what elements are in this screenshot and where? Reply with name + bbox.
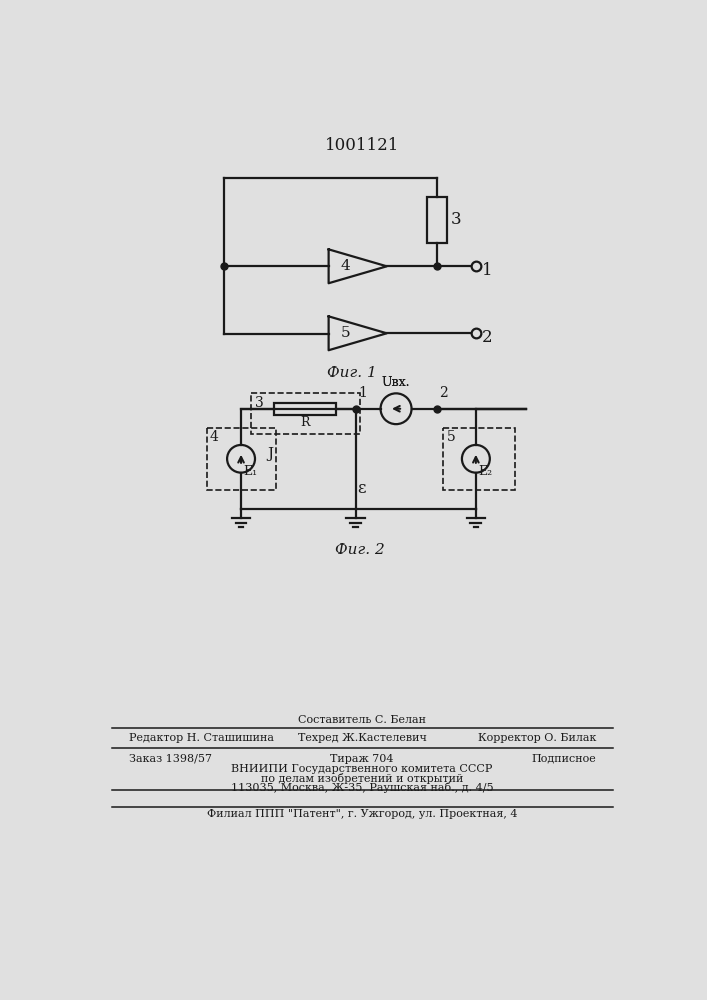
Bar [443, 428, 515, 490]
Text: Фиг. 2: Фиг. 2 [334, 544, 385, 558]
Circle shape [227, 445, 255, 473]
Circle shape [462, 445, 490, 473]
Bar [274, 403, 337, 415]
Text: Заказ 1398/57: Заказ 1398/57 [129, 754, 211, 764]
Text: 5: 5 [446, 430, 455, 444]
Text: E₁: E₁ [243, 465, 257, 478]
Text: 2: 2 [440, 386, 448, 400]
Bar [427, 197, 448, 243]
Text: Uвх.: Uвх. [382, 376, 410, 389]
Bar [251, 393, 360, 434]
Text: Редактор Н. Сташишина: Редактор Н. Сташишина [129, 733, 274, 743]
Text: Тираж 704: Тираж 704 [330, 754, 394, 764]
Text: Филиал ППП "Патент", г. Ужгород, ул. Проектная, 4: Филиал ППП "Патент", г. Ужгород, ул. Про… [206, 809, 518, 819]
Text: 4: 4 [210, 430, 219, 444]
Text: Корректор О. Билак: Корректор О. Билак [478, 733, 596, 743]
Text: по делам изобретений и открытий: по делам изобретений и открытий [261, 773, 463, 784]
Text: Составитель С. Белан: Составитель С. Белан [298, 715, 426, 725]
Text: Подписное: Подписное [531, 754, 596, 764]
Text: 1001121: 1001121 [325, 137, 399, 154]
Text: E₂: E₂ [478, 465, 492, 478]
Text: 1: 1 [482, 262, 493, 279]
Text: Uвх.: Uвх. [382, 376, 410, 389]
Text: 1: 1 [358, 386, 367, 400]
Text: 3: 3 [255, 396, 264, 410]
Text: Техред Ж.Кастелевич: Техред Ж.Кастелевич [298, 733, 426, 743]
Text: 113035, Москва, Ж-35, Раушская наб., д. 4/5: 113035, Москва, Ж-35, Раушская наб., д. … [230, 782, 493, 793]
Text: ε: ε [357, 480, 366, 497]
Circle shape [380, 393, 411, 424]
Text: 2: 2 [482, 329, 493, 346]
Text: Фиг. 1: Фиг. 1 [327, 366, 377, 380]
Text: J: J [267, 447, 274, 461]
Text: 3: 3 [450, 211, 461, 228]
Text: R: R [300, 416, 310, 429]
Text: ВНИИПИ Государственного комитета СССР: ВНИИПИ Государственного комитета СССР [231, 764, 493, 774]
Text: 5: 5 [341, 326, 351, 340]
Text: 4: 4 [341, 259, 351, 273]
Bar [207, 428, 276, 490]
